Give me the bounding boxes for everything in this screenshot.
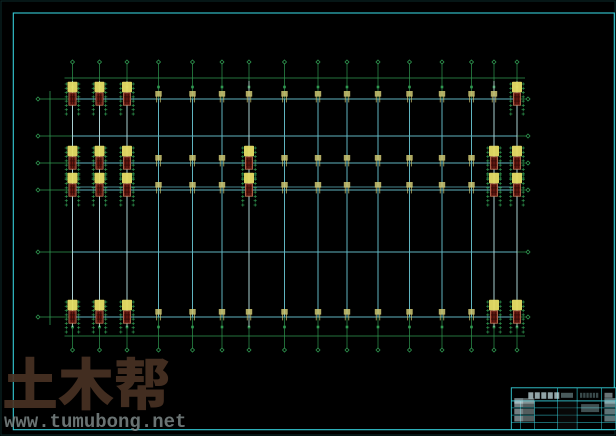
svg-text:土木帮: 土木帮 xyxy=(2,341,170,422)
svg-text:www.tumubong.net: www.tumubong.net xyxy=(4,411,186,433)
